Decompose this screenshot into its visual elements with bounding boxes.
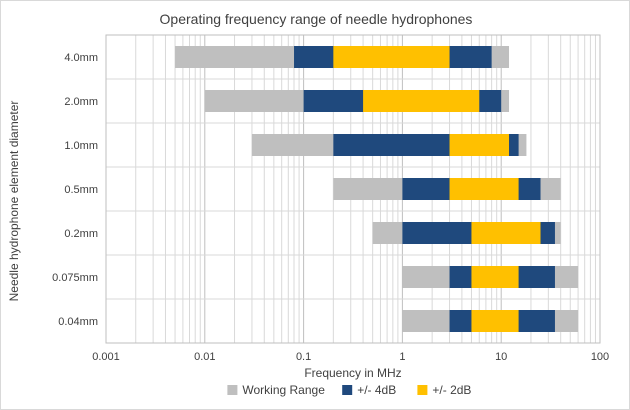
y-tick-label: 0.075mm	[52, 272, 98, 284]
bar-series2-0-5mm	[449, 178, 519, 200]
y-axis-title: Needle hydrophone element diameter	[7, 101, 21, 302]
x-tick-label: 10	[495, 351, 507, 363]
y-tick-label: 4.0mm	[64, 52, 98, 64]
bar-series2-4-0mm	[333, 46, 450, 68]
bar-series2-2-0mm	[363, 90, 480, 112]
x-tick-label: 0.1	[296, 351, 311, 363]
legend-swatch	[417, 385, 428, 395]
chart-title: Operating frequency range of needle hydr…	[160, 11, 473, 27]
x-tick-label: 0.01	[194, 351, 215, 363]
legend: Working Range +/- 4dB +/- 2dB	[227, 383, 471, 397]
legend-swatch	[342, 385, 353, 395]
bar-series2-0-04mm	[471, 310, 519, 332]
legend-label: +/- 2dB	[432, 383, 471, 397]
legend-label: +/- 4dB	[357, 383, 396, 397]
x-tick-label: 1	[399, 351, 405, 363]
y-tick-label: 1.0mm	[64, 140, 98, 152]
x-tick-label: 0.001	[92, 351, 120, 363]
grid-layer	[105, 34, 601, 344]
y-tick-label: 2.0mm	[64, 96, 98, 108]
bars-layer	[175, 46, 579, 332]
y-tick-label: 0.5mm	[64, 184, 98, 196]
y-tick-label: 0.04mm	[58, 316, 98, 328]
plot-area-border	[105, 34, 601, 344]
axes-layer: 4.0mm 2.0mm 1.0mm 0.5mm 0.2mm 0.075mm 0.04mm 0.…	[52, 52, 609, 363]
x-axis-title: Frequency in MHz	[304, 366, 401, 380]
y-tick-label: 0.2mm	[64, 228, 98, 240]
bar-series2-0-2mm	[471, 222, 541, 244]
legend-swatch	[227, 385, 238, 395]
bar-series2-1-0mm	[449, 134, 510, 156]
bar-series2-0-075mm	[471, 266, 519, 288]
x-tick-label: 100	[591, 351, 609, 363]
legend-label: Working Range	[242, 383, 325, 397]
